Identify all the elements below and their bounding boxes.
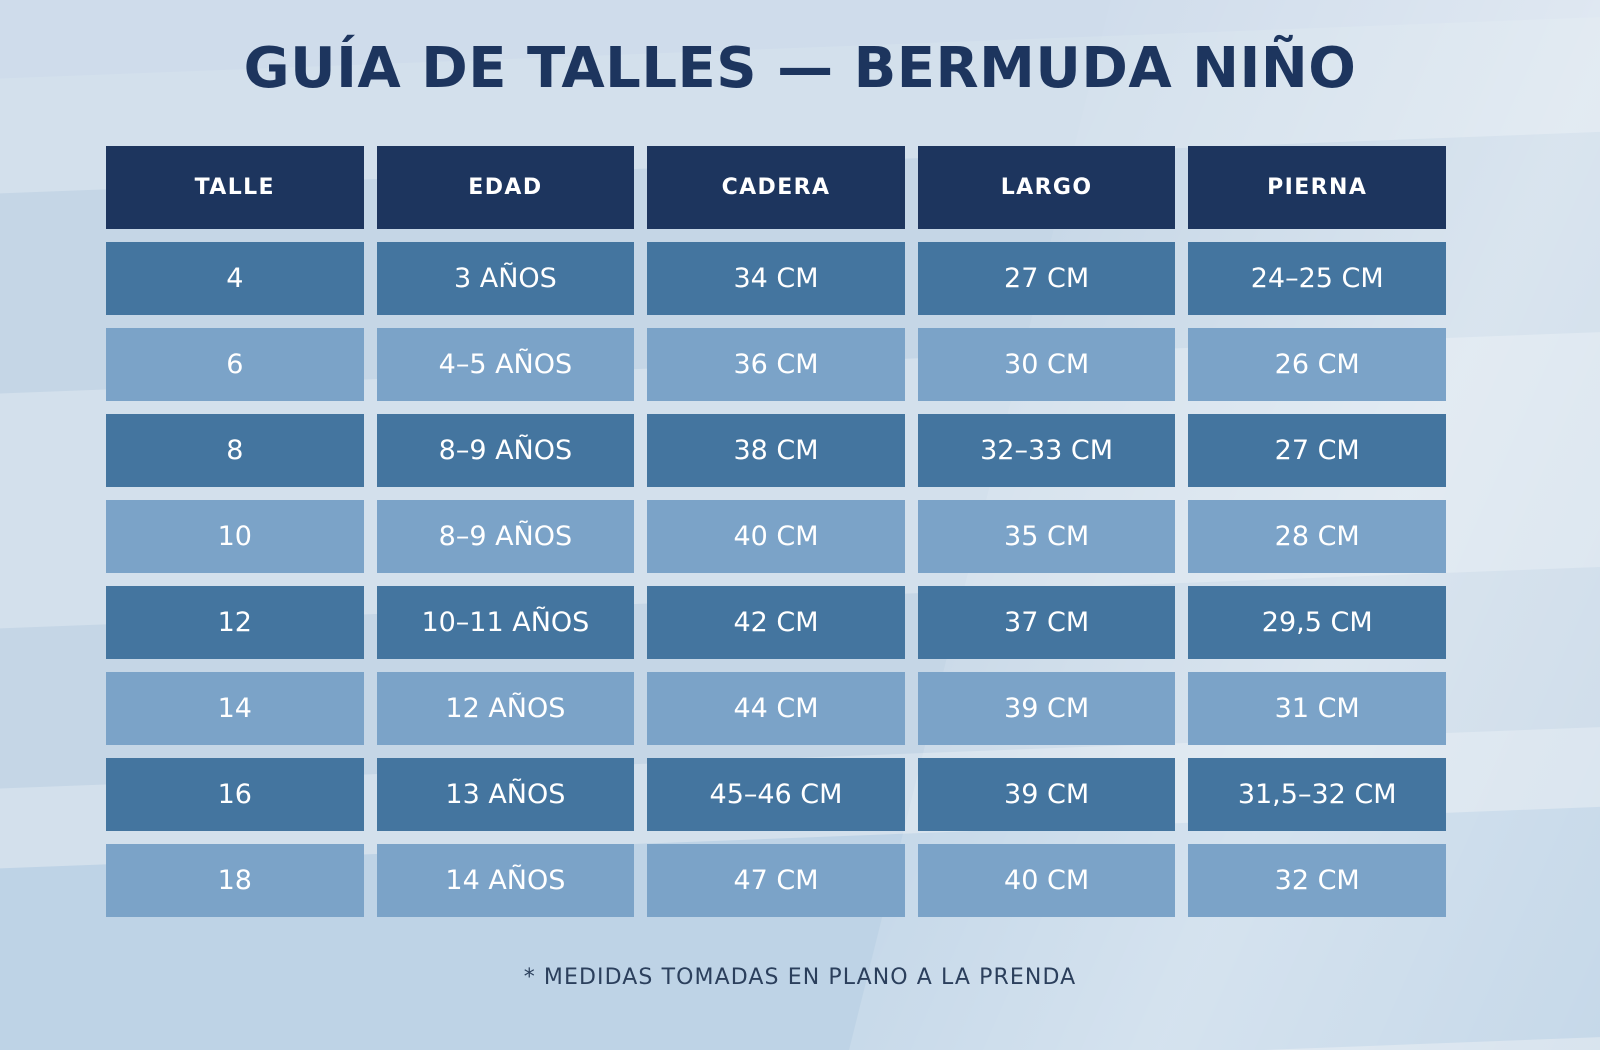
cell-talle-row-8: 18 — [106, 844, 364, 917]
cell-pierna-row-8: 32 CM — [1188, 844, 1446, 917]
page-title: GUÍA DE TALLES — BERMUDA NIÑO — [243, 36, 1357, 101]
cell-cadera-row-2: 36 CM — [647, 328, 905, 401]
cell-cadera-row-3: 38 CM — [647, 414, 905, 487]
cell-cadera-row-1: 34 CM — [647, 242, 905, 315]
cell-pierna-row-1: 24–25 CM — [1188, 242, 1446, 315]
cell-edad-row-5: 10–11 AÑOS — [376, 586, 635, 659]
cell-largo-row-4: 35 CM — [917, 500, 1176, 573]
column-header-largo: LARGO — [917, 146, 1176, 229]
cell-edad-row-1: 3 AÑOS — [376, 242, 635, 315]
cell-talle-row-6: 14 — [106, 672, 364, 745]
cell-largo-row-3: 32–33 CM — [917, 414, 1176, 487]
column-header-cadera: CADERA — [647, 146, 905, 229]
size-guide-table: TALLE EDAD CADERA LARGO PIERNA 4 3 AÑOS 34 CM 27… — [106, 146, 1446, 917]
cell-pierna-row-4: 28 CM — [1188, 500, 1446, 573]
cell-talle-row-3: 8 — [106, 414, 364, 487]
cell-talle-row-5: 12 — [106, 586, 364, 659]
cell-edad-row-7: 13 AÑOS — [376, 758, 635, 831]
cell-pierna-row-6: 31 CM — [1188, 672, 1446, 745]
cell-edad-row-3: 8–9 AÑOS — [376, 414, 635, 487]
cell-edad-row-8: 14 AÑOS — [376, 844, 635, 917]
cell-cadera-row-4: 40 CM — [647, 500, 905, 573]
footnote: * MEDIDAS TOMADAS EN PLANO A LA PRENDA — [523, 965, 1077, 990]
cell-talle-row-7: 16 — [106, 758, 364, 831]
cell-talle-row-1: 4 — [106, 242, 364, 315]
cell-largo-row-1: 27 CM — [917, 242, 1176, 315]
cell-talle-row-2: 6 — [106, 328, 364, 401]
cell-largo-row-5: 37 CM — [917, 586, 1176, 659]
cell-edad-row-6: 12 AÑOS — [376, 672, 635, 745]
cell-cadera-row-5: 42 CM — [647, 586, 905, 659]
cell-largo-row-7: 39 CM — [917, 758, 1176, 831]
cell-pierna-row-5: 29,5 CM — [1188, 586, 1446, 659]
column-header-talle: TALLE — [106, 146, 364, 229]
cell-largo-row-6: 39 CM — [917, 672, 1176, 745]
cell-pierna-row-2: 26 CM — [1188, 328, 1446, 401]
cell-edad-row-2: 4–5 AÑOS — [376, 328, 635, 401]
cell-pierna-row-3: 27 CM — [1188, 414, 1446, 487]
cell-cadera-row-6: 44 CM — [647, 672, 905, 745]
cell-largo-row-2: 30 CM — [917, 328, 1176, 401]
cell-edad-row-4: 8–9 AÑOS — [376, 500, 635, 573]
cell-pierna-row-7: 31,5–32 CM — [1188, 758, 1446, 831]
column-header-edad: EDAD — [376, 146, 635, 229]
cell-cadera-row-8: 47 CM — [647, 844, 905, 917]
cell-talle-row-4: 10 — [106, 500, 364, 573]
cell-largo-row-8: 40 CM — [917, 844, 1176, 917]
cell-cadera-row-7: 45–46 CM — [647, 758, 905, 831]
column-header-pierna: PIERNA — [1188, 146, 1446, 229]
